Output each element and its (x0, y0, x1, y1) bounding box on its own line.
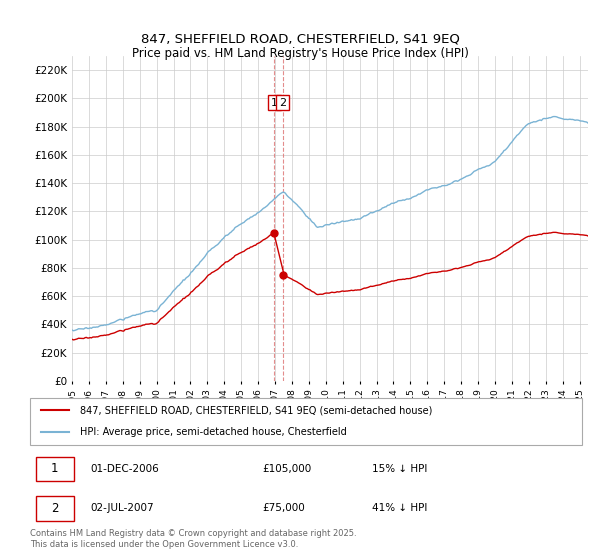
Text: Contains HM Land Registry data © Crown copyright and database right 2025.
This d: Contains HM Land Registry data © Crown c… (30, 529, 356, 549)
FancyBboxPatch shape (35, 496, 74, 521)
FancyBboxPatch shape (35, 457, 74, 481)
Text: 847, SHEFFIELD ROAD, CHESTERFIELD, S41 9EQ (semi-detached house): 847, SHEFFIELD ROAD, CHESTERFIELD, S41 9… (80, 405, 432, 416)
FancyBboxPatch shape (30, 398, 582, 445)
Text: HPI: Average price, semi-detached house, Chesterfield: HPI: Average price, semi-detached house,… (80, 427, 346, 437)
Text: 41% ↓ HPI: 41% ↓ HPI (372, 503, 428, 513)
Text: 02-JUL-2007: 02-JUL-2007 (91, 503, 154, 513)
Text: £75,000: £75,000 (262, 503, 305, 513)
Text: 2: 2 (51, 502, 59, 515)
Text: 1: 1 (271, 97, 278, 108)
Text: £105,000: £105,000 (262, 464, 311, 474)
Text: 2: 2 (279, 97, 286, 108)
Text: 15% ↓ HPI: 15% ↓ HPI (372, 464, 428, 474)
Text: 1: 1 (51, 463, 59, 475)
Text: 847, SHEFFIELD ROAD, CHESTERFIELD, S41 9EQ: 847, SHEFFIELD ROAD, CHESTERFIELD, S41 9… (140, 32, 460, 46)
Text: Price paid vs. HM Land Registry's House Price Index (HPI): Price paid vs. HM Land Registry's House … (131, 46, 469, 60)
Text: 01-DEC-2006: 01-DEC-2006 (91, 464, 160, 474)
